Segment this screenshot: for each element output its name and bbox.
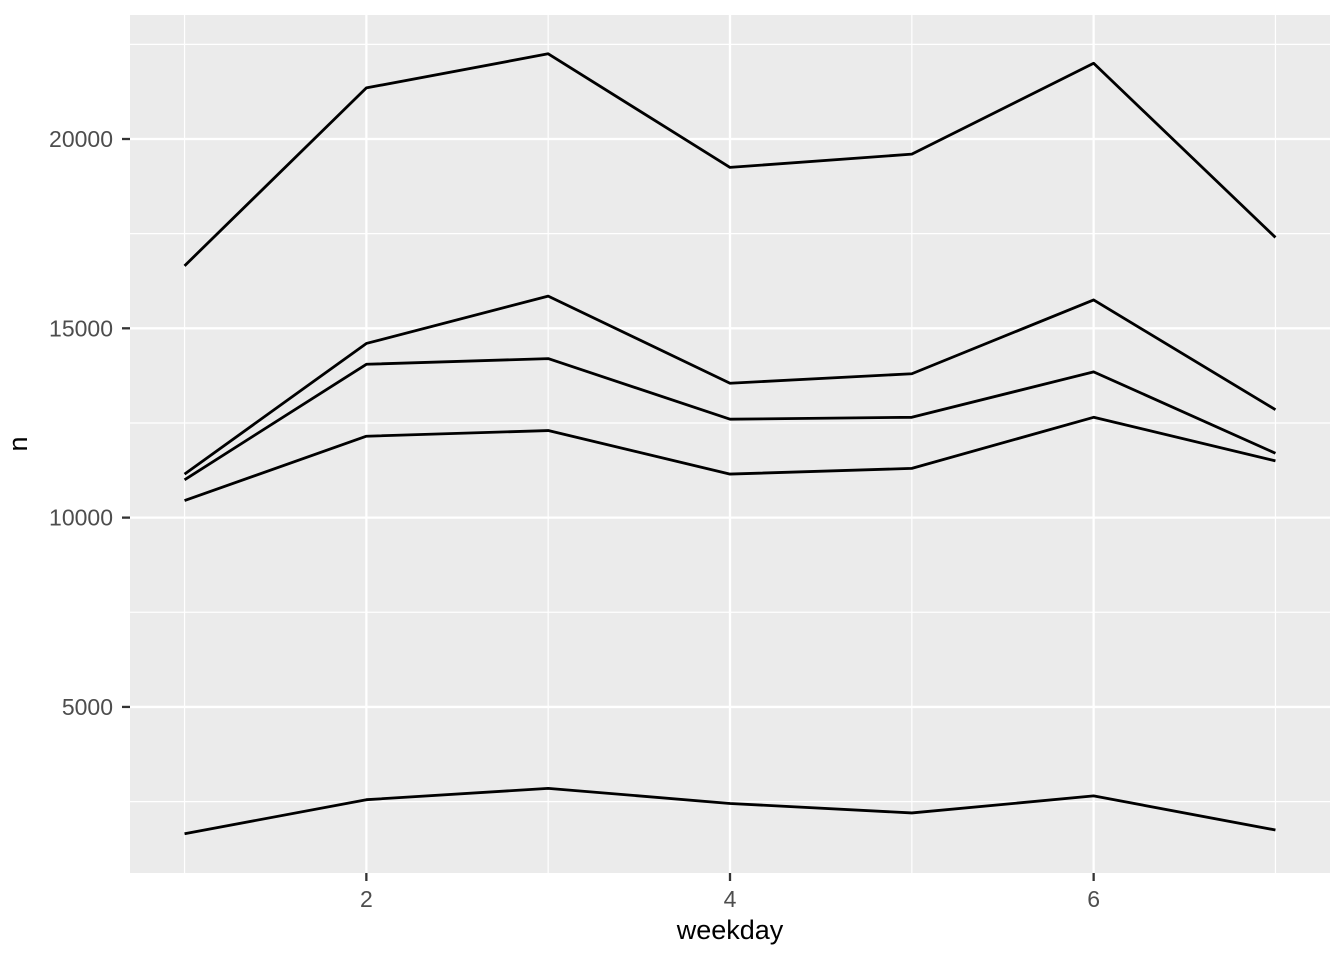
x-axis-title: weekday bbox=[676, 915, 784, 945]
x-tick-label: 2 bbox=[360, 886, 373, 912]
grid-layer bbox=[130, 15, 1330, 873]
y-tick-label: 5000 bbox=[62, 694, 113, 720]
series-line-series-2 bbox=[183, 294, 1277, 476]
series-line-series-4 bbox=[184, 415, 1276, 502]
series-layer bbox=[183, 52, 1277, 836]
y-tick-label: 15000 bbox=[49, 315, 113, 341]
x-tick-label: 4 bbox=[724, 886, 737, 912]
series-line-series-1 bbox=[183, 52, 1277, 267]
series-line-series-3 bbox=[183, 357, 1277, 481]
series-line-series-5 bbox=[184, 786, 1276, 836]
y-tick-label: 10000 bbox=[49, 505, 113, 531]
x-tick-label: 6 bbox=[1087, 886, 1100, 912]
y-axis-title: n bbox=[3, 436, 33, 451]
axis-layer: 5000 10000 15000 20000 2 4 6 bbox=[49, 126, 1100, 912]
y-tick-label: 20000 bbox=[49, 126, 113, 152]
